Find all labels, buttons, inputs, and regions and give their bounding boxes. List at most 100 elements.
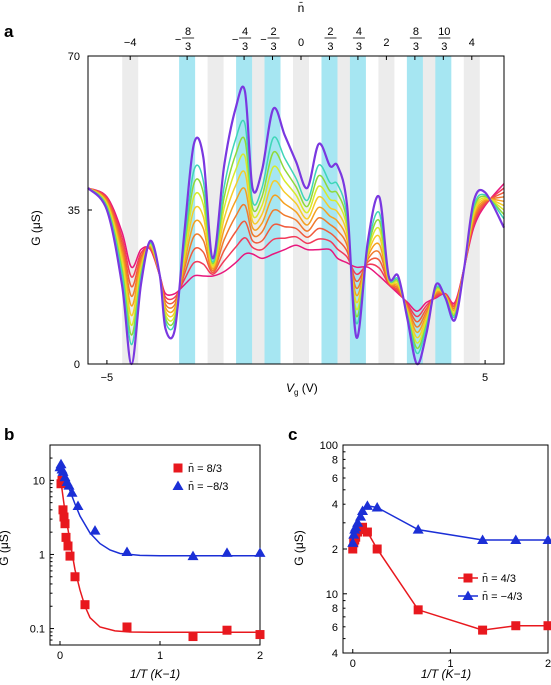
square-marker	[60, 519, 70, 529]
square-marker	[188, 632, 198, 642]
square-marker	[70, 572, 80, 582]
panel-b-frame	[49, 444, 261, 646]
triangle-marker	[355, 511, 367, 521]
top-tick-denominator: 3	[441, 41, 447, 53]
triangle-marker	[352, 517, 364, 527]
square-marker	[122, 622, 132, 632]
panel-b-label: b	[4, 425, 14, 444]
y-tick-label: 35	[68, 205, 80, 217]
square-marker	[61, 532, 71, 542]
legend-label: n̄ = −4/3	[482, 590, 522, 603]
triangle-marker	[510, 534, 522, 544]
square-marker	[543, 621, 551, 631]
y-tick-label: 10	[33, 475, 45, 487]
square-marker	[372, 544, 382, 554]
legend-triangle-marker	[172, 480, 184, 490]
top-tick-label: 0	[298, 37, 304, 49]
square-marker	[80, 600, 90, 610]
gray-band	[250, 56, 267, 364]
triangle-marker	[89, 525, 101, 535]
triangle-marker	[72, 500, 84, 511]
top-axis-label: n̄	[298, 1, 305, 15]
y-tick-label: 8	[332, 454, 338, 466]
top-tick-denominator: 3	[356, 41, 362, 53]
square-marker	[58, 505, 68, 515]
panel-a-label: a	[4, 22, 14, 41]
x-tick-label: 0	[350, 658, 356, 670]
top-tick-sign: −	[260, 34, 266, 46]
x-tick-label: 2	[545, 658, 551, 670]
panel-a-y-ticks: 0 35 70	[68, 51, 92, 371]
y-tick-label: 100	[320, 440, 338, 452]
panel-a-xlabel: Vg (V)	[286, 381, 318, 397]
panel-c-ylabel: G (μS)	[292, 530, 306, 566]
top-tick-denominator: 3	[327, 41, 333, 53]
top-tick-numerator: 2	[327, 26, 333, 38]
top-tick-denominator: 3	[185, 41, 191, 53]
y-tick-label: 1	[39, 549, 45, 561]
panel-c-label: c	[288, 425, 297, 444]
square-marker	[59, 512, 69, 522]
legend-label: n̄ = 8/3	[188, 462, 222, 475]
triangle-marker	[477, 534, 489, 544]
square-marker	[362, 527, 372, 537]
x-tick-label: 5	[482, 372, 488, 384]
series-line	[59, 464, 260, 557]
triangle-marker	[348, 529, 360, 539]
top-tick-numerator: 8	[185, 26, 191, 38]
square-marker	[255, 630, 265, 640]
triangle-marker	[63, 480, 75, 490]
y-tick-label: 0	[74, 359, 80, 371]
top-tick-numerator: 10	[438, 26, 450, 38]
triangle-marker	[254, 547, 266, 557]
top-tick-label: −4	[124, 37, 137, 49]
triangle-marker	[357, 505, 369, 516]
top-tick-sign: −	[232, 34, 238, 46]
triangle-marker	[347, 537, 359, 547]
y-tick-label: 2	[332, 544, 338, 556]
triangle-marker	[361, 500, 373, 510]
xlabel-sub: g	[294, 388, 298, 397]
x-tick-label: 1	[157, 650, 163, 662]
panel-a-x-ticks: −5 5	[101, 360, 488, 384]
triangle-marker	[66, 487, 78, 497]
gray-band	[293, 56, 309, 364]
panel-b-xlabel: 1/T (K−1)	[130, 667, 180, 681]
x-tick-label: 1	[447, 658, 453, 670]
y-tick-label: 10	[326, 589, 338, 601]
square-marker	[222, 625, 232, 635]
xlabel-main: V	[286, 381, 295, 395]
square-marker	[478, 625, 488, 635]
panel-a-ylabel: G (μS)	[29, 210, 43, 246]
cyan-band	[435, 56, 452, 364]
temperature-curve	[87, 85, 505, 366]
top-tick-denominator: 3	[413, 41, 419, 53]
top-tick-numerator: 4	[242, 26, 248, 38]
panel-c-xlabel: 1/T (K−1)	[421, 667, 471, 681]
panel-c-content: 0 1 2 n̄ = 4/3 n̄ = −4/3 100 8 6 4 2 10 8 6 4	[320, 440, 551, 670]
y-tick-label: 6	[332, 622, 338, 634]
top-tick-sign: −	[175, 34, 181, 46]
square-marker	[511, 621, 521, 631]
gray-band	[421, 56, 438, 364]
x-tick-label: −5	[101, 372, 114, 384]
y-tick-label: 0.1	[30, 624, 45, 636]
square-marker	[65, 551, 75, 561]
panel-b: b 0.1 1 10 0 1 2 n̄ = 8/3 n̄ = −8/3 G (μS) 1/T …	[0, 425, 266, 681]
legend-label: n̄ = −8/3	[188, 480, 228, 493]
triangle-marker	[121, 546, 133, 556]
y-tick-label: 6	[332, 473, 338, 485]
cyan-band	[349, 56, 366, 364]
legend-square-marker	[173, 463, 183, 473]
cyan-band	[406, 56, 423, 364]
legend-label: n̄ = 4/3	[482, 572, 516, 585]
legend-square-marker	[463, 573, 473, 583]
panel-b-ylabel: G (μS)	[0, 530, 11, 566]
x-tick-label: 0	[57, 650, 63, 662]
x-tick-label: 2	[257, 650, 263, 662]
y-tick-label: 4	[332, 648, 338, 660]
triangle-marker	[371, 502, 383, 512]
y-tick-label: 4	[332, 499, 338, 511]
